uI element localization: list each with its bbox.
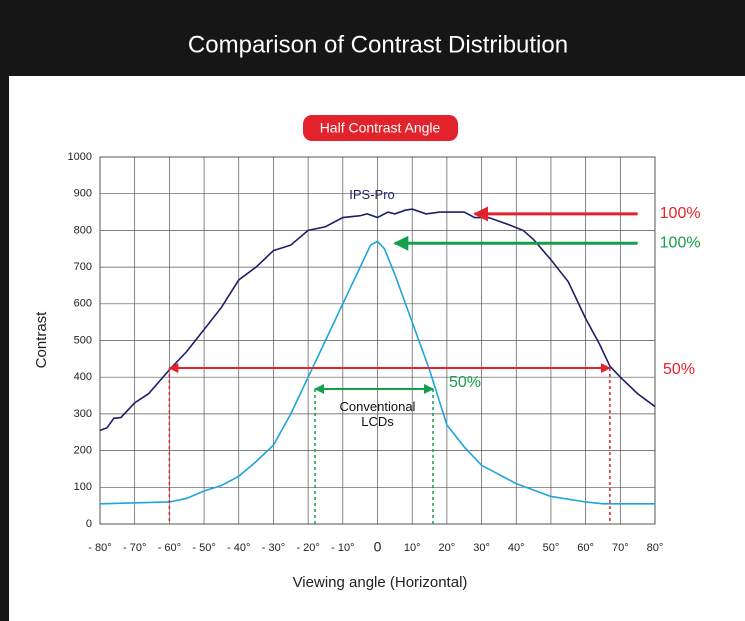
x-tick-label: 80° [647,542,664,554]
series-label: IPS-Pro [349,187,395,202]
y-tick-label: 400 [74,371,92,383]
x-tick-label: - 70° [123,542,146,554]
x-tick-label: - 40° [227,542,250,554]
x-tick-label: 10° [404,542,421,554]
x-tick-label: 20° [439,542,456,554]
y-tick-label: 900 [74,188,92,200]
y-axis-label: Contrast [33,311,50,369]
x-tick-label: 40° [508,542,525,554]
x-tick-label: 60° [577,542,594,554]
x-tick-label: - 50° [192,542,215,554]
y-tick-label: 700 [74,261,92,273]
x-tick-label: 0 [374,539,382,555]
x-tick-label: - 80° [88,542,111,554]
y-tick-label: 100 [74,481,92,493]
y-tick-label: 1000 [68,151,92,163]
banner-text: Half Contrast Angle [320,120,441,136]
left-border [0,76,9,621]
half-label: 50% [449,374,481,391]
chart-title: Comparison of Contrast Distribution [188,31,568,58]
banner [303,115,458,141]
x-tick-label: - 20° [296,542,319,554]
y-tick-label: 300 [74,408,92,420]
x-tick-label: 50° [543,542,560,554]
x-axis-label: Viewing angle (Horizontal) [293,574,468,591]
x-tick-label: - 30° [262,542,285,554]
x-tick-label: 30° [473,542,490,554]
series-line [99,240,655,505]
series-line [99,208,656,432]
y-tick-label: 500 [74,334,92,346]
x-tick-label: - 10° [331,542,354,554]
y-tick-label: 200 [74,445,92,457]
header-bar [0,0,745,76]
x-tick-label: 70° [612,542,629,554]
series-label: Conventional LCDs [339,399,416,430]
x-tick-label: - 60° [158,542,181,554]
full-label: 100% [660,205,701,222]
y-tick-label: 600 [74,298,92,310]
half-label: 50% [663,361,695,378]
y-tick-label: 0 [86,518,92,530]
y-tick-label: 800 [74,224,92,236]
full-label: 100% [660,234,701,251]
